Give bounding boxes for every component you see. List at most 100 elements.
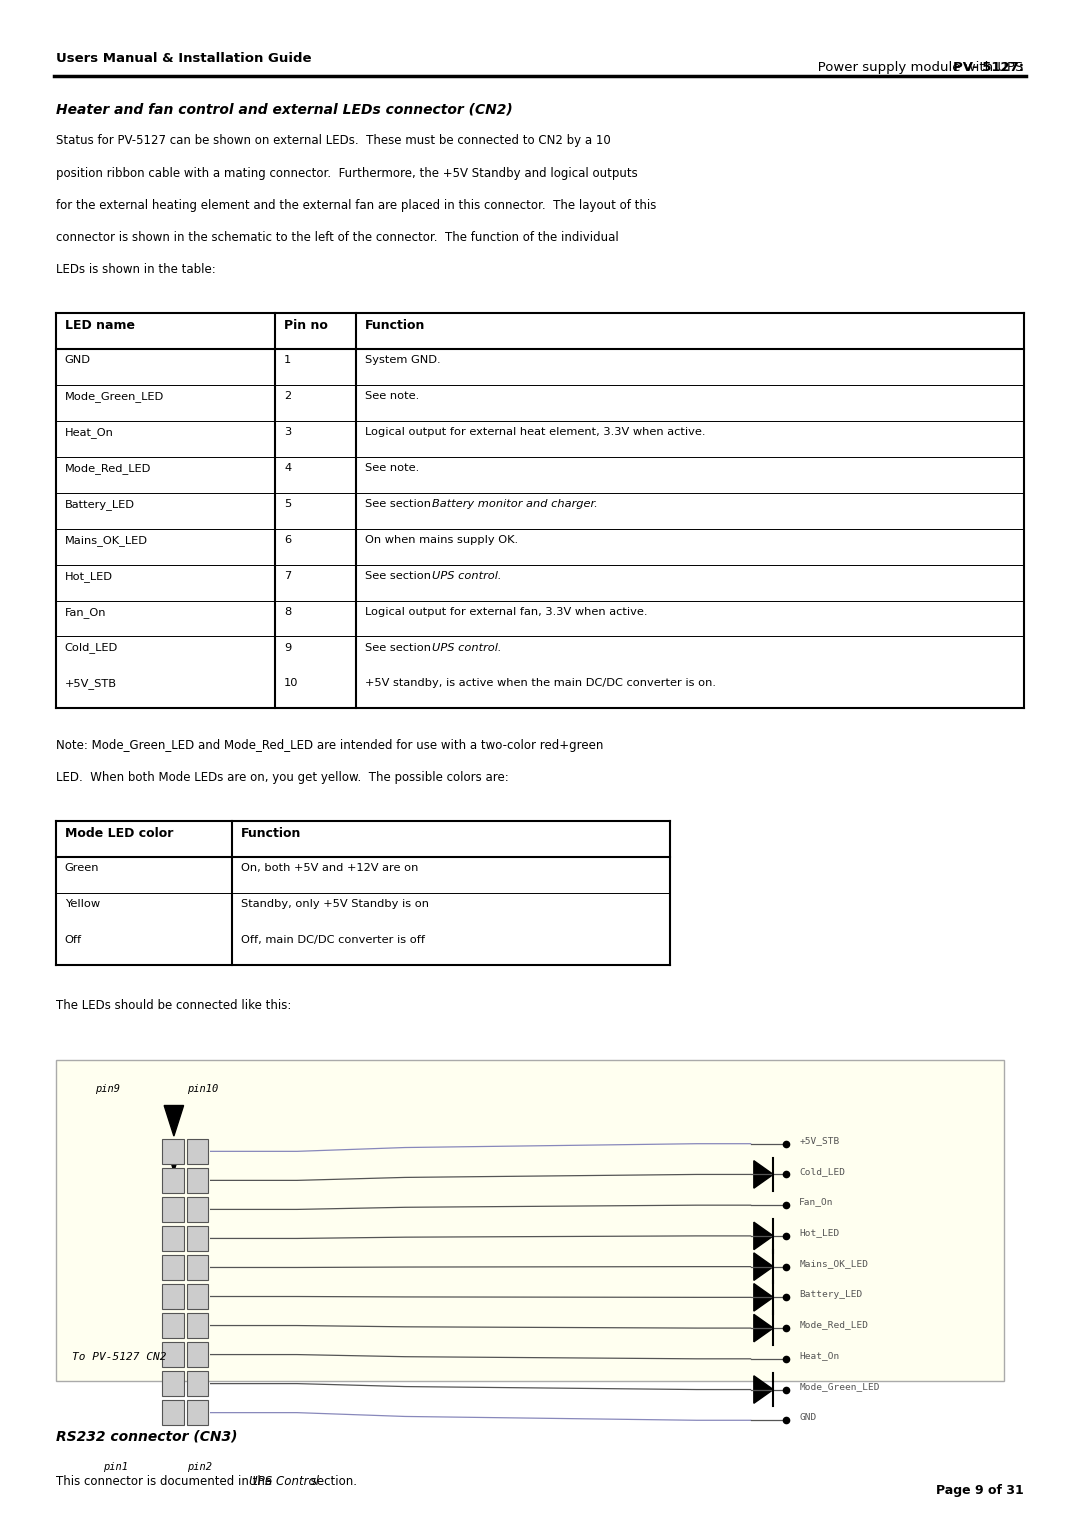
Bar	[162, 1225, 184, 1250]
Text: 3: 3	[284, 426, 292, 437]
Text: UPS control.: UPS control.	[432, 571, 502, 581]
Text: Mains_OK_LED: Mains_OK_LED	[65, 535, 148, 545]
Text: Function: Function	[365, 319, 426, 333]
Text: Note: Mode_Green_LED and Mode_Red_LED are intended for use with a two-color red+: Note: Mode_Green_LED and Mode_Red_LED ar…	[56, 738, 604, 752]
Text: Pin no: Pin no	[284, 319, 328, 333]
Text: Users Manual & Installation Guide: Users Manual & Installation Guide	[56, 52, 312, 66]
Polygon shape	[754, 1375, 773, 1403]
Text: Heat_On: Heat_On	[65, 426, 113, 439]
Text: See section: See section	[365, 498, 434, 509]
Text: This connector is documented in the: This connector is documented in the	[56, 1476, 276, 1488]
Bar	[187, 1225, 208, 1250]
Text: LEDs is shown in the table:: LEDs is shown in the table:	[56, 263, 216, 277]
Text: GND: GND	[65, 354, 91, 365]
Bar	[162, 1256, 184, 1280]
Polygon shape	[754, 1253, 773, 1280]
Polygon shape	[164, 1140, 184, 1170]
Text: pin2: pin2	[187, 1461, 212, 1471]
Bar	[162, 1169, 184, 1193]
Bar	[187, 1372, 208, 1397]
Text: Mode_Red_LED: Mode_Red_LED	[799, 1320, 868, 1329]
Text: Mode_Green_LED: Mode_Green_LED	[799, 1381, 880, 1390]
Text: position ribbon cable with a mating connector.  Furthermore, the +5V Standby and: position ribbon cable with a mating conn…	[56, 167, 638, 180]
Text: Heat_On: Heat_On	[799, 1351, 839, 1360]
Text: Logical output for external heat element, 3.3V when active.: Logical output for external heat element…	[365, 426, 705, 437]
Text: Hot_LED: Hot_LED	[799, 1229, 839, 1238]
Text: 2: 2	[284, 391, 292, 402]
Bar	[162, 1198, 184, 1222]
Bar	[162, 1314, 184, 1339]
Text: RS232 connector (CN3): RS232 connector (CN3)	[56, 1430, 238, 1444]
Text: pin1: pin1	[103, 1461, 127, 1471]
Text: See section: See section	[365, 642, 434, 652]
Bar	[187, 1314, 208, 1339]
Text: Mode LED color: Mode LED color	[65, 828, 173, 840]
Text: On when mains supply OK.: On when mains supply OK.	[365, 535, 518, 545]
Text: Mode_Red_LED: Mode_Red_LED	[65, 463, 151, 474]
Text: pin9: pin9	[95, 1085, 120, 1094]
Text: GND: GND	[799, 1413, 816, 1421]
Text: Function: Function	[241, 828, 301, 840]
Text: Hot_LED: Hot_LED	[65, 571, 112, 582]
Text: Heater and fan control and external LEDs connector (CN2): Heater and fan control and external LEDs…	[56, 102, 513, 116]
Text: Standby, only +5V Standby is on: Standby, only +5V Standby is on	[241, 898, 429, 909]
Text: Fan_On: Fan_On	[799, 1198, 834, 1207]
Text: 9: 9	[284, 642, 292, 652]
Text: 5: 5	[284, 498, 292, 509]
Text: pin10: pin10	[187, 1085, 218, 1094]
Text: Cold_LED: Cold_LED	[65, 642, 118, 654]
Bar	[162, 1401, 184, 1426]
Text: System GND.: System GND.	[365, 354, 441, 365]
Text: Off, main DC/DC converter is off: Off, main DC/DC converter is off	[241, 935, 424, 946]
Text: On, both +5V and +12V are on: On, both +5V and +12V are on	[241, 863, 418, 874]
Text: 10: 10	[284, 678, 298, 689]
Bar	[187, 1284, 208, 1308]
Text: Battery_LED: Battery_LED	[799, 1290, 863, 1299]
Bar	[187, 1198, 208, 1222]
Text: Mode_Green_LED: Mode_Green_LED	[65, 391, 164, 402]
Bar	[187, 1169, 208, 1193]
Bar	[162, 1372, 184, 1397]
Text: for the external heating element and the external fan are placed in this connect: for the external heating element and the…	[56, 199, 657, 212]
Text: Battery_LED: Battery_LED	[65, 498, 135, 510]
Text: Fan_On: Fan_On	[65, 607, 106, 617]
Bar	[187, 1401, 208, 1426]
Text: Mains_OK_LED: Mains_OK_LED	[799, 1259, 868, 1268]
Polygon shape	[754, 1314, 773, 1342]
Text: +5V_STB: +5V_STB	[799, 1137, 839, 1144]
Text: UPS control.: UPS control.	[432, 642, 502, 652]
Text: To PV-5127 CN2: To PV-5127 CN2	[72, 1352, 167, 1363]
Text: +5V_STB: +5V_STB	[65, 678, 117, 689]
Text: Off: Off	[65, 935, 82, 946]
Text: PV- 5127:: PV- 5127:	[953, 61, 1024, 75]
Text: Status for PV-5127 can be shown on external LEDs.  These must be connected to CN: Status for PV-5127 can be shown on exter…	[56, 134, 611, 148]
Text: UPS Control: UPS Control	[248, 1476, 319, 1488]
Text: See note.: See note.	[365, 391, 419, 402]
Polygon shape	[164, 1106, 184, 1137]
Text: 8: 8	[284, 607, 292, 617]
Text: See note.: See note.	[365, 463, 419, 474]
Bar	[162, 1284, 184, 1308]
Bar	[56, 1060, 1004, 1381]
Text: 6: 6	[284, 535, 292, 545]
Text: connector is shown in the schematic to the left of the connector.  The function : connector is shown in the schematic to t…	[56, 231, 619, 244]
Text: The LEDs should be connected like this:: The LEDs should be connected like this:	[56, 999, 292, 1012]
Text: Cold_LED: Cold_LED	[799, 1167, 846, 1177]
Text: section.: section.	[308, 1476, 357, 1488]
Polygon shape	[754, 1161, 773, 1189]
Bar	[187, 1343, 208, 1368]
Text: LED name: LED name	[65, 319, 135, 333]
Bar	[162, 1343, 184, 1368]
Text: +5V standby, is active when the main DC/DC converter is on.: +5V standby, is active when the main DC/…	[365, 678, 716, 689]
Text: LED.  When both Mode LEDs are on, you get yellow.  The possible colors are:: LED. When both Mode LEDs are on, you get…	[56, 770, 509, 784]
Text: Power supply module with UPS: Power supply module with UPS	[771, 61, 1024, 75]
Text: Battery monitor and charger.: Battery monitor and charger.	[432, 498, 598, 509]
Polygon shape	[754, 1284, 773, 1311]
Text: Page 9 of 31: Page 9 of 31	[936, 1484, 1024, 1497]
Bar	[187, 1256, 208, 1280]
Text: 1: 1	[284, 354, 292, 365]
Text: Yellow: Yellow	[65, 898, 100, 909]
Text: 7: 7	[284, 571, 292, 581]
Bar	[162, 1140, 184, 1164]
Bar	[187, 1140, 208, 1164]
